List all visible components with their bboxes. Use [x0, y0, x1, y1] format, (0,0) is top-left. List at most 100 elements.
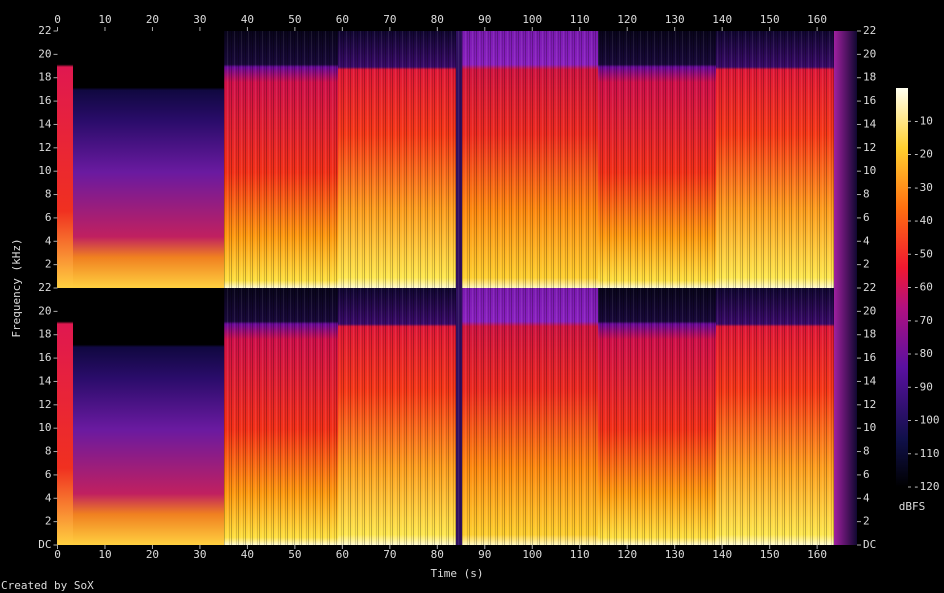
x-tick-label: 120	[617, 548, 637, 561]
y-tick-label: 14	[38, 117, 52, 130]
y-tick-label: 10	[863, 421, 876, 434]
y-tick-label: 12	[863, 398, 876, 411]
colorbar-tick-label: -50	[913, 247, 933, 260]
y-tick-label: 22	[38, 281, 51, 294]
colorbar-tick-label: -80	[913, 347, 933, 360]
y-tick-label: 16	[863, 94, 876, 107]
colorbar-tick-label: -20	[913, 148, 933, 161]
x-tick-label: 70	[383, 13, 396, 26]
x-tick-label: 40	[241, 13, 254, 26]
y-tick-label: 20	[863, 47, 876, 60]
x-tick-label: 120	[617, 13, 637, 26]
y-tick-label: 18	[863, 328, 876, 341]
y-tick-label: 18	[38, 328, 51, 341]
spectrogram-channel	[57, 288, 857, 545]
y-tick-label: 14	[38, 374, 52, 387]
x-tick-label: 10	[98, 548, 111, 561]
footer: Created by SoX	[1, 579, 94, 592]
x-tick-label: 100	[522, 548, 542, 561]
y-tick-label: 12	[38, 141, 51, 154]
y-tick-label: 22	[863, 24, 876, 37]
y-tick-label: 8	[45, 188, 52, 201]
x-tick-label: 110	[570, 548, 590, 561]
spectrogram-channel	[57, 31, 857, 288]
x-tick-label: 80	[431, 13, 444, 26]
x-tick-label: 140	[712, 13, 732, 26]
x-tick-label: 150	[760, 13, 780, 26]
x-tick-label: 160	[807, 13, 827, 26]
x-tick-label: 160	[807, 548, 827, 561]
x-axis-label: Time (s)	[431, 567, 484, 580]
y-tick-label: 6	[45, 211, 52, 224]
y-tick-label: 20	[38, 304, 51, 317]
colorbar-tick-label: -110	[913, 447, 940, 460]
x-tick-label: 0	[54, 13, 61, 26]
y-tick-label: 2	[45, 515, 52, 528]
colorbar-tick-label: -90	[913, 380, 933, 393]
x-tick-label: 40	[241, 548, 254, 561]
y-tick-label: 10	[38, 421, 51, 434]
y-tick-label: 16	[863, 351, 876, 364]
colorbar-tick-label: -70	[913, 314, 933, 327]
x-tick-label: 20	[146, 548, 159, 561]
colorbar-tick-label: -120	[913, 480, 940, 493]
y-tick-label: DC	[863, 538, 876, 551]
y-tick-label: 22	[38, 24, 51, 37]
x-tick-label: 90	[478, 548, 491, 561]
colorbar-tick-label: -40	[913, 214, 933, 227]
y-tick-label: 4	[45, 234, 52, 247]
y-tick-label: 16	[38, 351, 51, 364]
x-tick-label: 30	[193, 548, 206, 561]
x-tick-label: 130	[665, 13, 685, 26]
colorbar-tick-label: -30	[913, 181, 933, 194]
colorbar	[896, 88, 908, 487]
x-tick-label: 10	[98, 13, 111, 26]
x-tick-label: 150	[760, 548, 780, 561]
y-tick-label: 4	[863, 234, 870, 247]
y-tick-label: 16	[38, 94, 51, 107]
y-tick-label: DC	[38, 538, 51, 551]
y-tick-label: 8	[863, 445, 870, 458]
x-tick-label: 60	[336, 548, 349, 561]
y-tick-label: 14	[863, 117, 877, 130]
y-tick-label: 14	[863, 374, 877, 387]
y-tick-label: 2	[863, 258, 870, 271]
x-tick-label: 50	[288, 548, 301, 561]
y-tick-label: 4	[45, 491, 52, 504]
colorbar-tick-label: -10	[913, 114, 933, 127]
x-tick-label: 60	[336, 13, 349, 26]
colorbar-tick-label: -60	[913, 281, 933, 294]
x-tick-label: 130	[665, 548, 685, 561]
y-tick-label: 20	[863, 304, 876, 317]
y-axis-label: Frequency (kHz)	[10, 238, 23, 337]
y-tick-label: 18	[38, 71, 51, 84]
colorbar-tick-label: -100	[913, 414, 940, 427]
y-tick-label: 12	[863, 141, 876, 154]
y-tick-label: 20	[38, 47, 51, 60]
y-tick-label: 10	[863, 164, 876, 177]
y-tick-label: 12	[38, 398, 51, 411]
x-tick-label: 140	[712, 548, 732, 561]
x-tick-label: 90	[478, 13, 491, 26]
colorbar-label: dBFS	[899, 500, 926, 513]
x-tick-label: 0	[54, 548, 61, 561]
y-tick-label: 4	[863, 491, 870, 504]
x-tick-label: 50	[288, 13, 301, 26]
y-tick-label: 2	[863, 515, 870, 528]
x-tick-label: 110	[570, 13, 590, 26]
y-tick-label: 2	[45, 258, 52, 271]
x-tick-label: 80	[431, 548, 444, 561]
y-tick-label: 8	[863, 188, 870, 201]
y-tick-label: 18	[863, 71, 876, 84]
y-tick-label: 6	[863, 211, 870, 224]
y-tick-label: 10	[38, 164, 51, 177]
y-tick-label: 6	[45, 468, 52, 481]
x-tick-label: 30	[193, 13, 206, 26]
y-tick-label: 8	[45, 445, 52, 458]
x-tick-label: 100	[522, 13, 542, 26]
y-tick-label: 22	[863, 281, 876, 294]
x-tick-label: 20	[146, 13, 159, 26]
y-tick-label: 6	[863, 468, 870, 481]
x-tick-label: 70	[383, 548, 396, 561]
